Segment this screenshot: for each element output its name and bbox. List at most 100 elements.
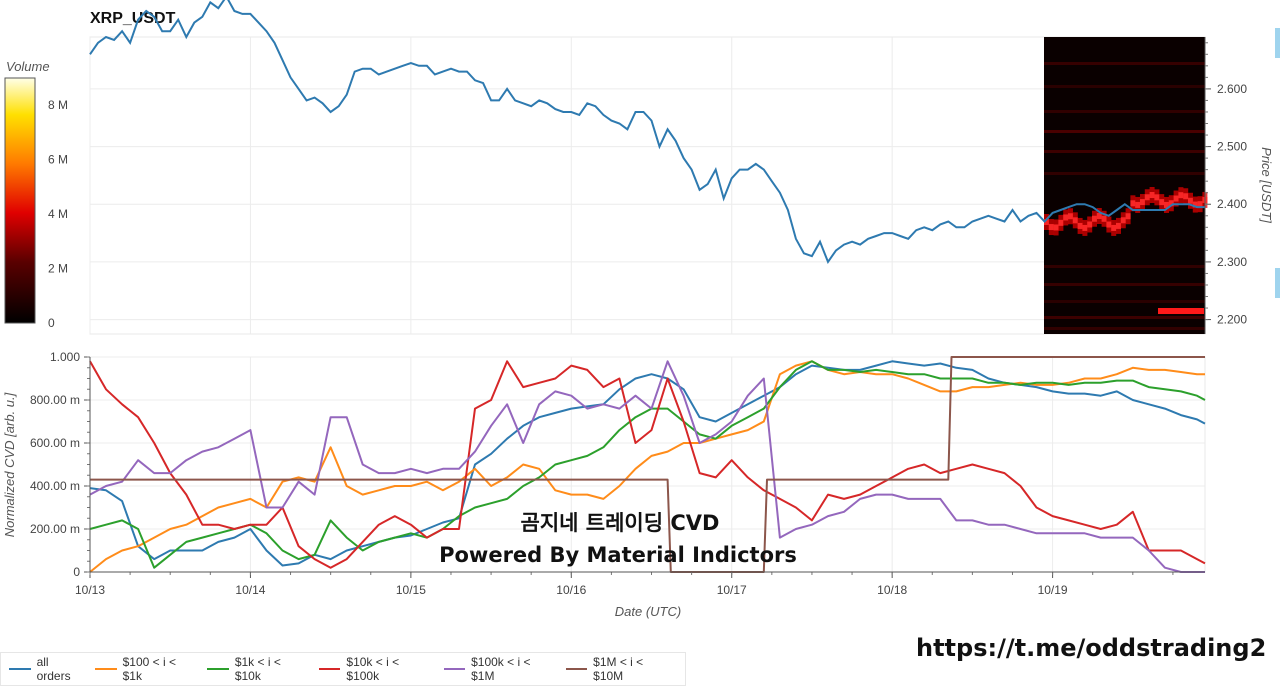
price-ytick-4: 2.200 xyxy=(1217,313,1247,327)
price-ytick-3: 2.300 xyxy=(1217,255,1247,269)
heatmap-cell-hot xyxy=(1197,201,1203,208)
colorbar-tick-1: 6 M xyxy=(48,153,68,167)
heatmap-band-8 xyxy=(1044,300,1205,303)
cvd-series xyxy=(89,356,1206,573)
heatmap-cell-hot xyxy=(1096,213,1102,220)
heatmap-cell-hot xyxy=(1178,192,1184,199)
cvd-line-3 xyxy=(89,360,1206,569)
colorbar xyxy=(4,77,36,324)
heatmap-cell-hot xyxy=(1116,222,1121,229)
heatmap-cell-hot xyxy=(1154,194,1160,201)
heatmap-cell-hot xyxy=(1082,224,1088,231)
legend-item-1[interactable]: $100 < i < $1k xyxy=(95,655,197,683)
toolbar-handle-top[interactable] xyxy=(1275,28,1280,58)
price-grid xyxy=(89,37,1205,334)
legend-item-0[interactable]: all orders xyxy=(9,655,85,683)
heatmap-cell-hot xyxy=(1072,217,1078,224)
legend-swatch xyxy=(9,668,31,670)
cvd-ytick-5: 0 xyxy=(73,565,80,579)
price-ytick-2: 2.400 xyxy=(1217,197,1247,211)
legend-item-5[interactable]: $1M < i < $10M xyxy=(565,655,675,683)
heatmap-cell-hot xyxy=(1087,221,1093,228)
telegram-url: https://t.me/oddstrading2 xyxy=(916,634,1267,662)
heatmap-band-4 xyxy=(1044,150,1205,153)
heatmap-cell-hot xyxy=(1164,201,1169,208)
heatmap-band-3 xyxy=(1044,130,1205,133)
heatmap-cell-hot xyxy=(1106,221,1112,228)
price-panel xyxy=(89,36,1206,335)
heatmap-cell-hot xyxy=(1159,199,1165,206)
heatmap-background xyxy=(1044,37,1205,334)
cvd-ytick-0: 1.000 xyxy=(50,350,80,364)
legend-item-2[interactable]: $1k < i < $10k xyxy=(207,655,309,683)
heatmap-cell-hot xyxy=(1125,213,1131,220)
heatmap-cell-hot xyxy=(1135,201,1141,208)
cvd-line-0 xyxy=(89,360,1206,567)
legend-swatch xyxy=(95,668,117,670)
heatmap-cell-hot xyxy=(1188,197,1193,204)
cvd-y-axis: 1.000 800.00 m 600.00 m 400.00 m 200.00 m 0 xyxy=(30,350,91,579)
cvd-y-label: Normalized CVD [arb. u.] xyxy=(2,392,17,537)
legend-swatch xyxy=(318,668,341,670)
legend-swatch xyxy=(565,668,588,670)
price-series xyxy=(89,0,1205,265)
heatmap-cell-hot xyxy=(1149,192,1155,199)
heatmap-cell-hot xyxy=(1048,224,1054,231)
heatmap-band-7 xyxy=(1044,283,1205,286)
price-y-axis: 2.600 2.500 2.400 2.300 2.200 xyxy=(1204,37,1247,334)
price-line xyxy=(89,0,1205,265)
heatmap-cell-hot xyxy=(1058,219,1064,226)
chart-canvas[interactable]: Volume 8 M 6 M 4 M 2 M 0 2.600 2.500 2.400 2.30… xyxy=(0,0,1280,650)
heatmap-wall xyxy=(1158,308,1204,314)
legend-label: $100 < i < $1k xyxy=(122,655,176,683)
legend-label: $10k < i < $100k xyxy=(346,655,400,683)
cvd-xtick-2: 10/15 xyxy=(396,583,426,597)
heatmap-cell-hot xyxy=(1140,199,1145,206)
heatmap-cell-hot xyxy=(1173,195,1179,202)
chart-title: XRP_USDT xyxy=(90,10,176,27)
colorbar-tick-2: 4 M xyxy=(48,207,68,221)
cvd-x-axis: 10/13 10/14 10/15 10/16 10/17 10/18 10/19 xyxy=(75,571,1205,597)
orderbook-heatmap xyxy=(1044,37,1208,334)
cvd-panel xyxy=(89,356,1206,573)
cvd-ytick-2: 600.00 m xyxy=(30,436,80,450)
legend-label: $100k < i < $1M xyxy=(471,655,531,683)
legend-label: $1k < i < $10k xyxy=(234,655,281,683)
heatmap-band-5 xyxy=(1044,172,1205,175)
heatmap-cell-hot xyxy=(1053,224,1059,231)
cvd-xtick-4: 10/17 xyxy=(717,583,747,597)
overlay-line-2: Powered By Material Indictors xyxy=(439,543,797,567)
heatmap-cell-hot xyxy=(1063,214,1069,221)
cvd-line-5 xyxy=(90,356,1205,573)
heatmap-cell-hot xyxy=(1044,219,1049,225)
heatmap-band-1 xyxy=(1044,85,1205,88)
cvd-line-4 xyxy=(89,360,1205,573)
colorbar-tick-0: 8 M xyxy=(48,98,68,112)
legend-label: $1M < i < $10M xyxy=(593,655,644,683)
heatmap-cell-hot xyxy=(1101,215,1107,222)
heatmap-band-10 xyxy=(1044,327,1205,330)
cvd-ytick-4: 200.00 m xyxy=(30,522,80,536)
heatmap-cell-hot xyxy=(1168,200,1174,207)
chart-legend: all orders $100 < i < $1k $1k < i < $10k $1… xyxy=(0,652,686,686)
legend-label: all orders xyxy=(36,655,71,683)
heatmap-cell-hot xyxy=(1130,200,1136,207)
cvd-xtick-1: 10/14 xyxy=(235,583,265,597)
price-ytick-1: 2.500 xyxy=(1217,140,1247,154)
heatmap-band-0 xyxy=(1044,62,1205,65)
heatmap-cell-hot xyxy=(1120,217,1126,224)
heatmap-cell-hot xyxy=(1111,224,1117,231)
cvd-xtick-6: 10/19 xyxy=(1038,583,1068,597)
heatmap-cell-hot xyxy=(1144,194,1150,201)
price-ytick-0: 2.600 xyxy=(1217,82,1247,96)
overlay-line-1: 곰지네 트레이딩 CVD xyxy=(521,511,720,535)
colorbar-tick-3: 2 M xyxy=(48,262,68,276)
legend-item-3[interactable]: $10k < i < $100k xyxy=(318,655,434,683)
colorbar-tick-4: 0 xyxy=(48,316,55,330)
cvd-xtick-0: 10/13 xyxy=(75,583,105,597)
legend-item-4[interactable]: $100k < i < $1M xyxy=(443,655,556,683)
legend-swatch xyxy=(207,668,229,670)
heatmap-band-2 xyxy=(1044,110,1205,113)
toolbar-handle-bottom[interactable] xyxy=(1275,268,1280,298)
legend-swatch xyxy=(443,668,466,670)
